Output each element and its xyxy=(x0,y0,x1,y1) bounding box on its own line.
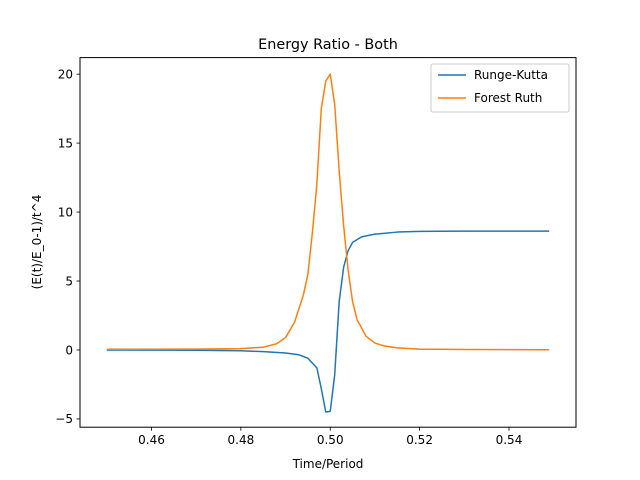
legend: Runge-Kutta Forest Ruth xyxy=(430,63,570,113)
axes-frame xyxy=(79,57,577,428)
axis-ticks: 0.46 0.48 0.50 0.52 0.54 −5 0 5 10 15 20 xyxy=(55,67,522,447)
x-tick-label: 0.54 xyxy=(496,433,523,447)
y-tick-label: 15 xyxy=(58,136,73,150)
y-tick-label: 10 xyxy=(58,205,73,219)
x-tick-label: 0.50 xyxy=(317,433,344,447)
legend-label-forest-ruth: Forest Ruth xyxy=(474,91,542,105)
y-tick-label: 0 xyxy=(65,343,73,357)
series-line-runge-kutta xyxy=(106,230,550,413)
legend-box xyxy=(430,63,570,113)
chart-title: Energy Ratio - Both xyxy=(258,37,398,53)
x-tick-label: 0.52 xyxy=(406,433,433,447)
x-tick-label: 0.46 xyxy=(138,433,165,447)
legend-label-runge-kutta: Runge-Kutta xyxy=(474,68,548,82)
y-tick-label: −5 xyxy=(55,412,73,426)
series-line-forest-ruth xyxy=(106,73,550,351)
y-tick-label: 5 xyxy=(65,274,73,288)
y-tick-label: 20 xyxy=(58,67,73,81)
x-tick-label: 0.48 xyxy=(228,433,255,447)
y-axis-label: (E(t)/E_0-1)/t^4 xyxy=(30,195,44,290)
plot-area xyxy=(106,73,550,413)
x-axis-label: Time/Period xyxy=(292,457,364,471)
